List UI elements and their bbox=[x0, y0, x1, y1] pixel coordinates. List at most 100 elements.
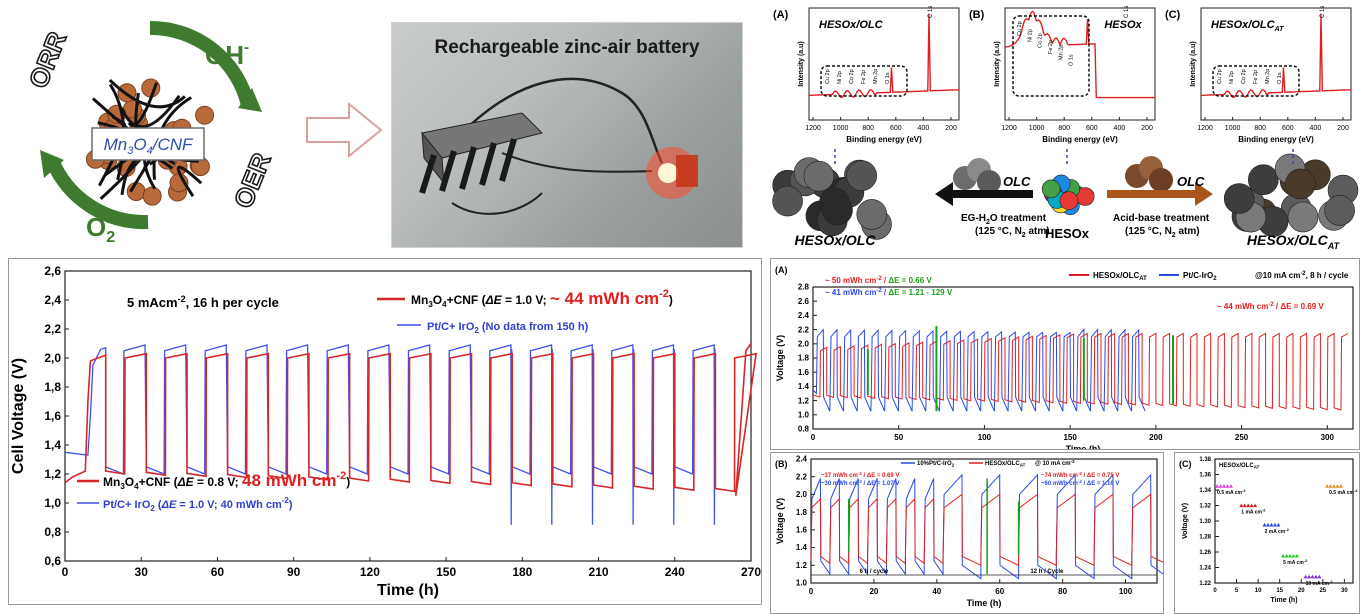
c3-group-label-2: 2 mA cm-2 bbox=[1265, 527, 1290, 535]
c3-point-0-2 bbox=[1222, 484, 1227, 488]
lt-big: ~ 44 mWh cm bbox=[550, 289, 659, 308]
c3-point-3-4 bbox=[1294, 553, 1299, 558]
c1c: , 8 h / cycle bbox=[1306, 271, 1349, 280]
c3-point-2-1 bbox=[1266, 522, 1271, 527]
xps-xtick-label: 400 bbox=[1310, 125, 1322, 132]
c1-legend-blue: Pt/C-IrO2 bbox=[1183, 271, 1217, 282]
lb2-d: ΔE bbox=[161, 499, 177, 511]
c3-point-1-4 bbox=[1253, 503, 1258, 508]
lb-b: O bbox=[125, 475, 134, 489]
xps-title: HESOx/OLC bbox=[819, 19, 884, 31]
lb-s1: 3 bbox=[120, 482, 125, 491]
c3-ytick-label: 1.26 bbox=[1199, 550, 1211, 556]
c2-ytick-label: 1.4 bbox=[796, 543, 808, 552]
xps-inner-peak: Co 2p bbox=[1038, 33, 1044, 48]
c3-point-5-1 bbox=[1328, 484, 1333, 488]
svg-text:(125 °C, N2 atm): (125 °C, N2 atm) bbox=[975, 226, 1050, 239]
c1-ytick-label: 1.0 bbox=[798, 410, 810, 419]
c0-ylabel: Cell Voltage (V) bbox=[10, 358, 27, 474]
c3g-s: -2 bbox=[1329, 579, 1333, 584]
xps-title-text: HESOx bbox=[1104, 19, 1142, 31]
c3-title: HESOx/OLCAT bbox=[1219, 463, 1260, 470]
oxygen-sub: 2 bbox=[106, 229, 115, 246]
c0-ytick-label: 2,0 bbox=[44, 351, 61, 365]
svg-text:OH-: OH- bbox=[205, 39, 249, 70]
xps-inner-peak: O 1s bbox=[1069, 54, 1075, 66]
xps-title-sub: AT bbox=[1274, 26, 1285, 33]
xps-xtick-label: 600 bbox=[890, 125, 902, 132]
xps-panel-letter: (B) bbox=[969, 9, 985, 21]
rightCluster-ball-6 bbox=[1287, 201, 1319, 233]
c3t-b: AT bbox=[1254, 465, 1260, 470]
l2a: Pt/C-IrO bbox=[1183, 271, 1213, 280]
cnf-fiber-10 bbox=[108, 79, 186, 109]
c2-note-l2-blue: ~60 mWh cm-2 / ΔE = 1.16 V bbox=[1041, 479, 1119, 487]
c2-xtick-label: 80 bbox=[1058, 587, 1067, 596]
olc-right-balls bbox=[1125, 156, 1173, 192]
lt-e: ) bbox=[669, 293, 673, 307]
xps-inner-peak: Ni 2p bbox=[1027, 29, 1033, 42]
c2c2: -2 bbox=[1071, 459, 1075, 464]
c1-xtick-label: 100 bbox=[978, 433, 992, 442]
c1-ytick-label: 1.8 bbox=[798, 354, 810, 363]
lt-a: Mn bbox=[411, 293, 428, 307]
c0-ytick-label: 2,2 bbox=[44, 322, 61, 336]
xps-inner-peak: Co 2p bbox=[1241, 69, 1247, 84]
c1a: @10 mA cm bbox=[1255, 271, 1300, 280]
lb2-s: 2 bbox=[150, 504, 155, 513]
c3-ytick-label: 1.28 bbox=[1199, 535, 1211, 541]
lt-big-sup: -2 bbox=[659, 288, 669, 300]
c3-ytick-label: 1.24 bbox=[1199, 566, 1211, 572]
lb-c: +CNF ( bbox=[139, 475, 178, 489]
hesox-olc-at-cluster bbox=[1223, 153, 1359, 237]
xps-xlabel: Binding energy (eV) bbox=[1238, 135, 1314, 144]
xps-inner-peak: Ni 2p bbox=[837, 71, 843, 84]
hesox-olc-cluster bbox=[772, 157, 892, 240]
c1-panel-letter: (A) bbox=[775, 265, 788, 275]
synthesis-scheme: OLC OLC EG-H2O treatment (125 °C, N2 atm… bbox=[765, 148, 1361, 250]
left-product-label: HESOx/OLC bbox=[795, 232, 877, 248]
catalyst-schematic: Mn3O4/CNF ORR OER OH- O2 bbox=[0, 0, 300, 250]
c0-xlabel: Time (h) bbox=[377, 582, 439, 599]
c0-ytick-label: 2,4 bbox=[44, 293, 61, 307]
c3-point-3-1 bbox=[1284, 553, 1289, 558]
c3t-a: HESOx/OLC bbox=[1219, 463, 1254, 469]
c1-xtick-label: 200 bbox=[1149, 433, 1163, 442]
c3-point-1-0 bbox=[1239, 503, 1244, 508]
c1-ytick-label: 2.6 bbox=[798, 297, 810, 306]
c1-ytick-label: 1.6 bbox=[798, 368, 810, 377]
orr-label: ORR bbox=[23, 27, 73, 92]
c2-xtick-label: 60 bbox=[995, 587, 1004, 596]
c2-ytick-label: 1.8 bbox=[796, 508, 808, 517]
rightCluster-ball-9 bbox=[1247, 164, 1279, 196]
left-cond-a: (125 °C, N bbox=[975, 226, 1022, 237]
c1-note-red: ~ 50 mWh cm-2 / ΔE = 0.66 V bbox=[825, 276, 932, 285]
xps-title: HESOx bbox=[1104, 19, 1142, 31]
c2-note-l1-red-a: ~37 mWh cm bbox=[821, 473, 858, 479]
lb-s2: 4 bbox=[134, 482, 139, 491]
lt2-b: (No data from 150 h) bbox=[479, 321, 589, 333]
c1b: -2 bbox=[1300, 271, 1306, 277]
c2-ytick-label: 2.0 bbox=[796, 490, 808, 499]
flow-arrow bbox=[306, 101, 383, 159]
c2-xtick-label: 100 bbox=[1119, 587, 1133, 596]
hesox-cluster bbox=[1041, 174, 1095, 216]
c2-ytick-label: 1.2 bbox=[796, 561, 808, 570]
c1-xtick-label: 300 bbox=[1321, 433, 1335, 442]
lb-d: = 0.8 V; bbox=[194, 475, 242, 489]
svg-text:Mn3O4/CNF: Mn3O4/CNF bbox=[104, 135, 194, 157]
catalyst-name-c: /CNF bbox=[152, 135, 194, 154]
c3-point-4-2 bbox=[1310, 574, 1315, 579]
c0-ytick-label: 2,6 bbox=[44, 264, 61, 278]
lb-big-sup: -2 bbox=[337, 470, 347, 482]
oer-label: OER bbox=[228, 149, 277, 213]
xps-panel-letter: (A) bbox=[773, 9, 789, 21]
catalyst-label-box: Mn3O4/CNF bbox=[91, 127, 205, 161]
c2l1a: 10%Pt/C-IrO bbox=[917, 461, 952, 467]
c3-xtick-label: 10 bbox=[1255, 588, 1262, 594]
xps-frame bbox=[808, 7, 960, 121]
c2-note-l2-blue-a: ~60 mWh cm bbox=[1041, 481, 1078, 487]
lt-s2: 4 bbox=[442, 300, 447, 309]
lb-a: Mn bbox=[103, 475, 120, 489]
c3-ytick-label: 1.30 bbox=[1199, 519, 1211, 525]
